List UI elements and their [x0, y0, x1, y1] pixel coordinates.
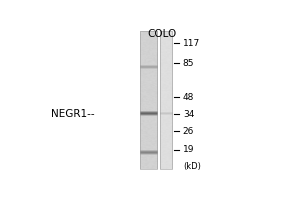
Text: 26: 26 [183, 127, 194, 136]
Text: COLO: COLO [147, 29, 176, 39]
Text: (kD): (kD) [183, 162, 201, 171]
Text: 34: 34 [183, 110, 194, 119]
Bar [140, 31, 157, 169]
Text: 48: 48 [183, 93, 194, 102]
Text: 85: 85 [183, 59, 194, 68]
Text: 19: 19 [183, 145, 194, 154]
Text: NEGR1--: NEGR1-- [52, 109, 95, 119]
Bar [160, 31, 172, 169]
Text: 117: 117 [183, 39, 200, 48]
